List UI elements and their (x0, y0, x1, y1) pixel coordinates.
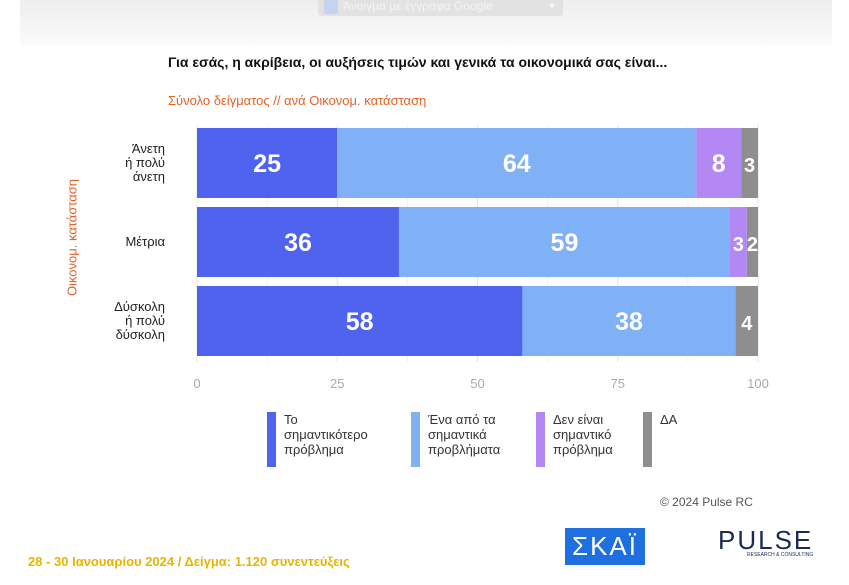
bar-segment (197, 128, 338, 198)
legend-label-line: Δεν είναι (553, 412, 604, 427)
legend-swatch (536, 412, 545, 467)
skai-logo: ΣΚΑΪ (565, 528, 645, 565)
category-label-line: ή πολύ (125, 313, 165, 328)
data-label: 64 (503, 150, 531, 178)
category-label-line: Άνετη (131, 141, 165, 156)
category-label-line: Δύσκολη (114, 299, 165, 314)
x-tick-label: 25 (330, 376, 344, 391)
bar-segment (522, 286, 736, 356)
data-label: 8 (712, 150, 726, 178)
chart-title: Για εσάς, η ακρίβεια, οι αυξήσεις τιμών … (168, 54, 668, 70)
data-label: 38 (615, 308, 643, 336)
legend-label-line: Ένα από τα (428, 412, 496, 427)
data-label: 3 (744, 155, 755, 177)
x-tick-label: 100 (747, 376, 769, 391)
category-label: Άνετη ή πολύ άνετη (95, 142, 165, 184)
legend-label-line: προβλήματα (428, 442, 501, 457)
bar-segment (398, 207, 730, 277)
legend-entry: Ένα από τα σημαντικά προβλήματα (428, 412, 500, 457)
data-label: 59 (551, 229, 579, 257)
category-label-line: δύσκολη (115, 327, 165, 342)
bar-segment (729, 207, 747, 277)
google-docs-icon (324, 0, 338, 14)
bar-segment (735, 286, 758, 356)
legend-label-line: σημαντικό (553, 427, 612, 442)
x-tick-label: 0 (193, 376, 200, 391)
data-label: 2 (747, 234, 758, 256)
legend-label-line: πρόβλημα (284, 442, 344, 457)
category-label: Μέτρια (95, 235, 165, 249)
viewer-toolbar: Άνοιγμα με έγγραφα Google ▾ (20, 0, 832, 45)
category-label: Δύσκολη ή πολύ δύσκολη (95, 300, 165, 342)
data-label: 25 (253, 150, 281, 178)
bar-segment (337, 128, 697, 198)
bar-segment (696, 128, 742, 198)
legend-swatch (643, 412, 652, 467)
pulse-logo: PULSE RESEARCH & CONSULTING (718, 525, 814, 558)
bar-segment (197, 207, 399, 277)
legend-entry: Το σημαντικότερο πρόβλημα (284, 412, 368, 457)
footer-date-sample: 28 - 30 Ιανουαρίου 2024 / Δείγμα: 1.120 … (28, 554, 350, 569)
data-label: 4 (741, 313, 753, 335)
category-label-line: άνετη (132, 169, 165, 184)
chevron-down-icon[interactable]: ▾ (548, 0, 555, 13)
chart-subtitle: Σύνολο δείγματος // ανά Οικονομ. κατάστα… (168, 93, 427, 108)
x-tick-label: 50 (470, 376, 484, 391)
bar-segment (741, 128, 758, 198)
legend-label-line: ΔΑ (660, 412, 678, 427)
data-label: 58 (346, 308, 374, 336)
bar-segment (197, 286, 523, 356)
data-label: 36 (284, 229, 312, 257)
legend-entry: ΔΑ (660, 412, 677, 427)
legend-label-line: σημαντικότερο (284, 427, 368, 442)
legend-swatch (267, 412, 276, 467)
category-label-line: Μέτρια (125, 234, 165, 249)
legend-entry: Δεν είναι σημαντικό πρόβλημα (553, 412, 613, 457)
x-tick-label: 75 (611, 376, 625, 391)
legend-label-line: σημαντικά (428, 427, 487, 442)
open-with-google-docs-button[interactable]: Άνοιγμα με έγγραφα Google ▾ (318, 0, 563, 16)
copyright: © 2024 Pulse RC (660, 495, 753, 509)
legend-label-line: πρόβλημα (553, 442, 613, 457)
legend-swatch (411, 412, 420, 467)
category-label-line: ή πολύ (125, 155, 165, 170)
legend-label-line: Το (284, 412, 298, 427)
bar-segment (746, 207, 758, 277)
data-label: 3 (733, 234, 744, 256)
